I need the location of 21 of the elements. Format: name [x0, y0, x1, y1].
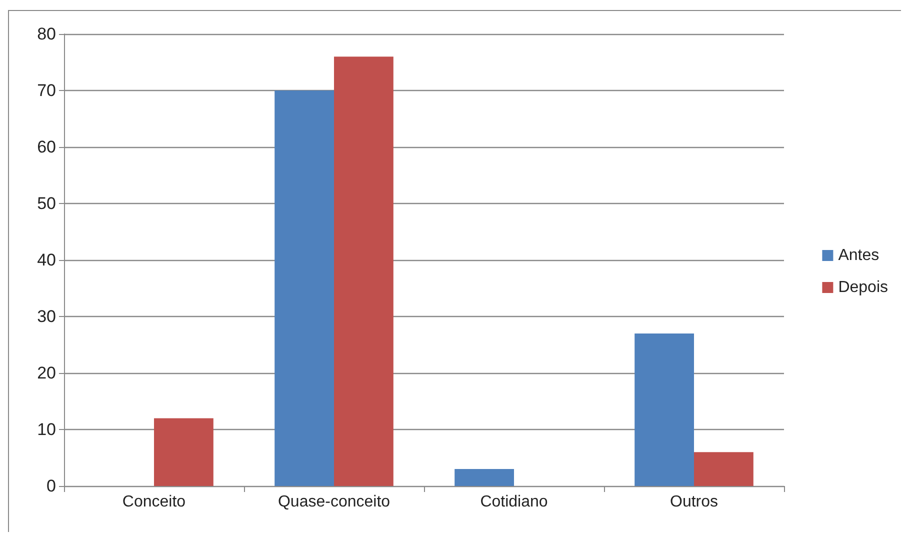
- x-tick-label: Quase-conceito: [278, 494, 390, 510]
- y-tick-label: 40: [37, 250, 56, 270]
- legend-label: Antes: [838, 247, 880, 264]
- y-tick-label: 30: [37, 307, 56, 326]
- y-tick-label: 20: [37, 364, 56, 382]
- bar: [454, 469, 514, 486]
- bar: [634, 333, 694, 486]
- bar: [154, 418, 214, 486]
- y-tick-label: 70: [37, 81, 56, 100]
- bar: [694, 452, 754, 486]
- x-tick-label: Conceito: [122, 494, 186, 510]
- x-tick-label: Outros: [670, 494, 718, 510]
- legend-label: Depois: [838, 279, 888, 296]
- y-tick-label: 60: [37, 138, 56, 156]
- y-tick-label: 80: [37, 24, 56, 44]
- bar: [334, 56, 394, 486]
- y-tick-label: 0: [46, 476, 56, 496]
- bar: [274, 90, 334, 486]
- y-tick-label: 10: [37, 420, 56, 439]
- y-tick-label: 50: [37, 194, 56, 213]
- x-tick-label: Cotidiano: [480, 494, 548, 510]
